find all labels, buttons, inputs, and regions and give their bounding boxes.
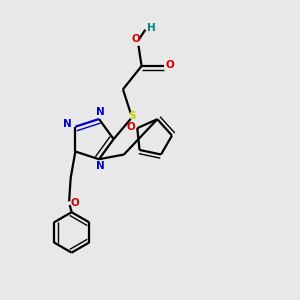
Text: S: S — [128, 111, 136, 121]
Text: O: O — [127, 122, 135, 132]
Text: O: O — [166, 60, 175, 70]
Text: N: N — [96, 107, 105, 117]
Text: H: H — [147, 23, 155, 33]
Text: O: O — [132, 34, 140, 44]
Text: N: N — [96, 161, 105, 171]
Text: N: N — [63, 119, 72, 129]
Text: O: O — [70, 198, 79, 208]
